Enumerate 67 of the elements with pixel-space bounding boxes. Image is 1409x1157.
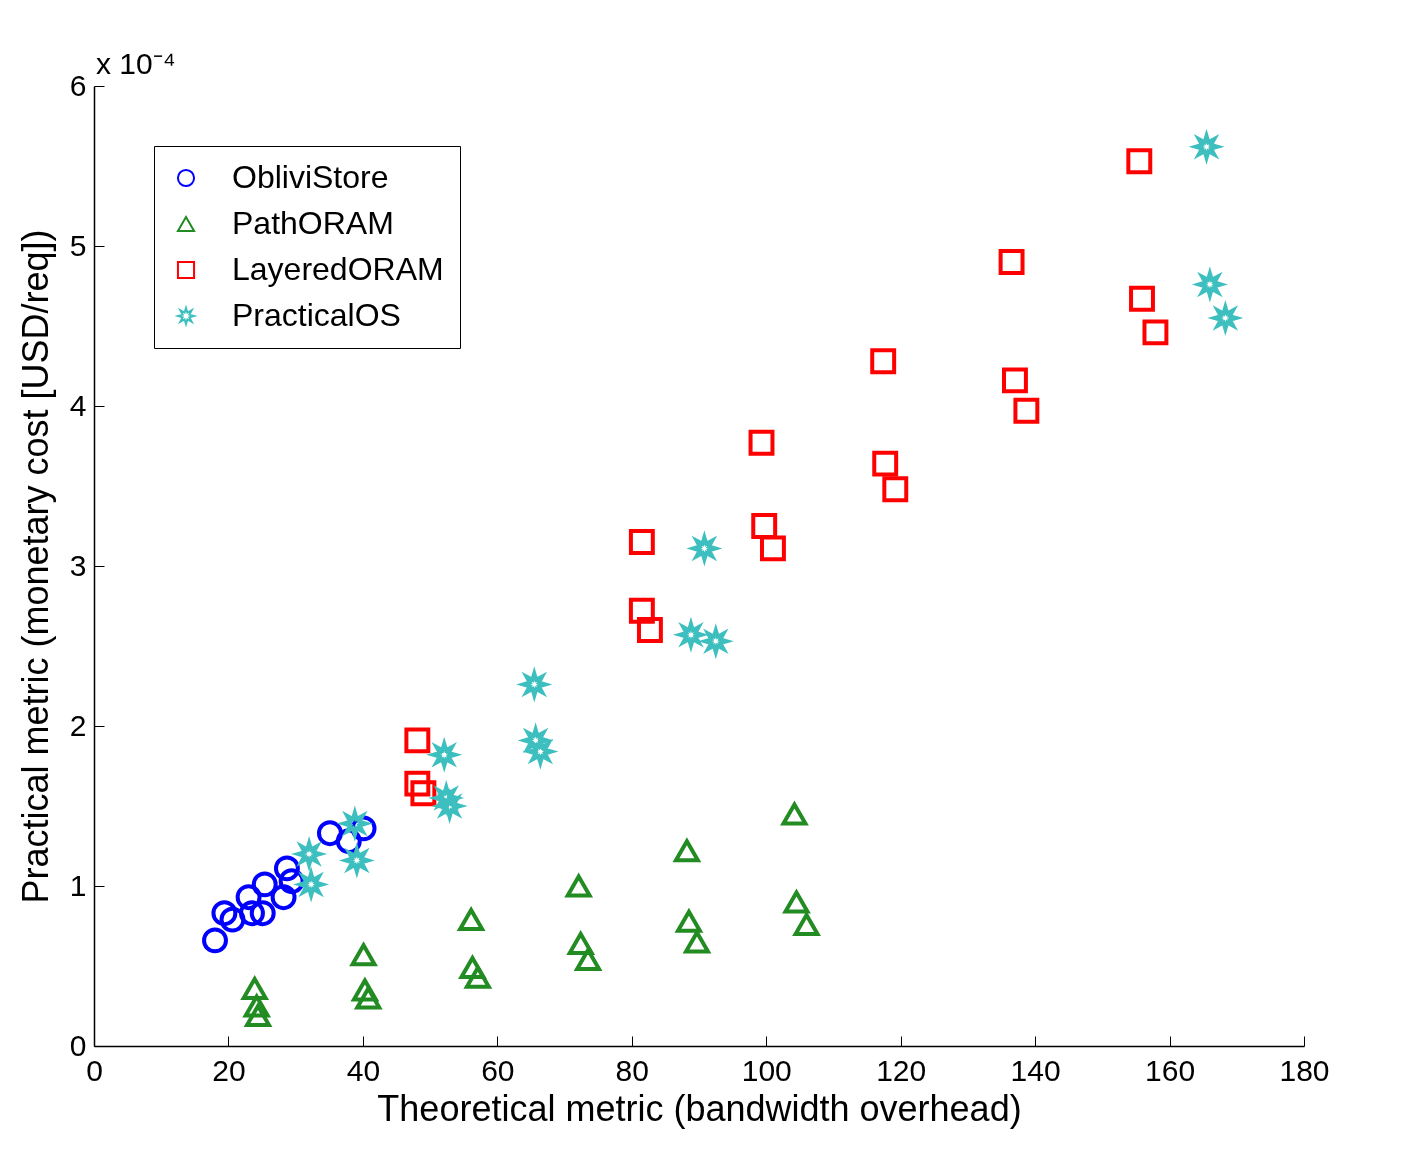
point xyxy=(780,800,809,826)
point xyxy=(673,839,700,863)
point xyxy=(235,884,262,911)
point xyxy=(751,513,778,539)
x-tick-label: 40 xyxy=(346,1053,381,1087)
point xyxy=(459,956,486,980)
y-tick-label: 0 xyxy=(69,1028,87,1062)
y-tick-label: 6 xyxy=(69,68,87,102)
point xyxy=(684,930,710,954)
point xyxy=(404,727,431,754)
point xyxy=(239,900,265,927)
x-tick-label: 120 xyxy=(876,1053,927,1087)
y-tick-label: 2 xyxy=(69,708,87,742)
legend-label: PathORAM xyxy=(232,205,394,241)
point xyxy=(458,908,485,932)
point xyxy=(575,948,602,972)
point xyxy=(1126,148,1153,175)
point xyxy=(998,249,1025,275)
point xyxy=(404,770,431,797)
point xyxy=(202,927,228,954)
y-tick-label: 4 xyxy=(69,388,87,422)
legend-label: PracticalOS xyxy=(232,297,401,333)
point xyxy=(870,348,897,375)
point xyxy=(1001,367,1028,394)
point xyxy=(564,872,593,898)
point xyxy=(567,932,594,956)
point xyxy=(273,855,300,882)
point xyxy=(464,965,491,989)
legend-label: LayeredORAM xyxy=(232,251,444,287)
x-tick-label: 160 xyxy=(1145,1053,1196,1087)
point xyxy=(270,884,297,911)
point xyxy=(793,912,820,936)
point xyxy=(872,450,899,477)
point xyxy=(242,992,271,1018)
point xyxy=(251,871,278,898)
point xyxy=(355,986,382,1010)
point xyxy=(350,943,377,967)
point xyxy=(782,888,811,914)
x-tick-label: 80 xyxy=(615,1053,649,1087)
point xyxy=(628,597,655,624)
x-tick-label: 60 xyxy=(481,1053,515,1087)
point xyxy=(211,900,238,927)
point xyxy=(636,617,663,643)
x-tick-label: 140 xyxy=(1010,1053,1061,1087)
x-tick-label: 100 xyxy=(741,1053,792,1087)
point xyxy=(249,900,276,927)
x-tick-label: 20 xyxy=(212,1053,246,1087)
point xyxy=(1013,397,1040,424)
point xyxy=(748,429,775,456)
point xyxy=(317,820,343,847)
y-tick-label: 3 xyxy=(69,548,87,582)
x-tick-label: 180 xyxy=(1279,1053,1330,1087)
point xyxy=(628,529,655,555)
y-tick-label: 5 xyxy=(69,228,87,262)
point xyxy=(410,780,437,807)
point xyxy=(1142,319,1169,346)
y-axis-title: Practical metric (monetary cost [USD/req]) xyxy=(14,229,56,904)
point xyxy=(1129,285,1155,312)
point xyxy=(882,476,909,503)
legend-label: ObliviStore xyxy=(232,159,389,195)
point xyxy=(219,906,246,933)
point xyxy=(245,1004,271,1028)
text: x 10⁻⁴ xyxy=(96,47,176,80)
y-tick-label: 1 xyxy=(69,868,87,902)
point xyxy=(241,976,268,1000)
x-axis-title: Theoretical metric (bandwidth overhead) xyxy=(377,1087,1022,1129)
point xyxy=(759,535,786,562)
